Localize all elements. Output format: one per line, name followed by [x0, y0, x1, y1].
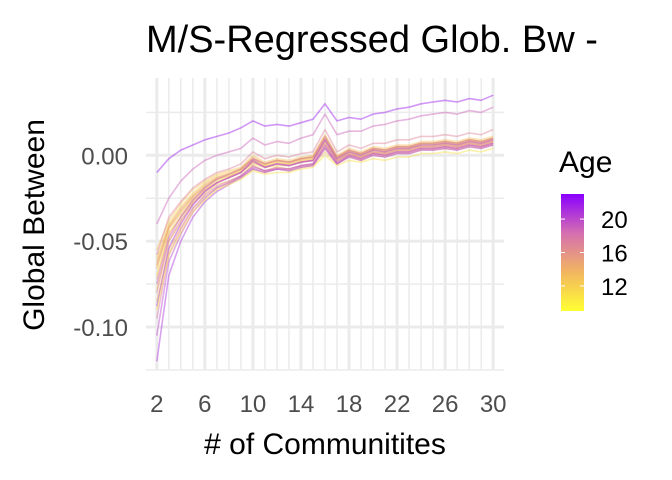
series-line-2	[156, 137, 494, 259]
series-line-0	[156, 139, 494, 268]
x-tick-labels: 2 6 10 14 18 22 26 30	[150, 391, 506, 418]
legend-tick-label: 16	[601, 241, 628, 268]
series-line-7	[156, 140, 494, 280]
series-line-14	[156, 94, 494, 174]
x-tick-label: 10	[240, 391, 267, 418]
y-tick-label: -0.10	[73, 315, 128, 342]
legend-tick-label: 12	[601, 274, 628, 301]
y-tick-labels: 0.00 -0.05 -0.10	[73, 143, 128, 342]
series-line-11	[156, 135, 494, 285]
series-line-6	[156, 139, 494, 269]
x-axis-label: # of Communitites	[204, 428, 446, 461]
y-tick-label: 0.00	[81, 143, 128, 170]
legend-title: Age	[559, 146, 612, 179]
x-tick-label: 30	[480, 391, 507, 418]
x-tick-label: 6	[198, 391, 211, 418]
x-tick-label: 26	[432, 391, 459, 418]
series-line-18	[156, 128, 494, 256]
series-line-10	[156, 142, 494, 319]
series-line-13	[156, 139, 494, 307]
x-tick-label: 18	[336, 391, 363, 418]
series-line-16	[156, 106, 494, 225]
y-tick-label: -0.05	[73, 229, 128, 256]
series-line-1	[156, 140, 494, 276]
x-tick-label: 22	[384, 391, 411, 418]
series-line-8	[156, 137, 494, 266]
series-line-3	[156, 142, 494, 290]
legend-ticks: 20 16 12	[561, 207, 628, 301]
series-line-17	[156, 147, 494, 311]
series-line-5	[156, 144, 494, 302]
series-line-19	[156, 135, 494, 263]
x-tick-label: 2	[150, 391, 163, 418]
y-axis-label: Global Between	[18, 119, 51, 331]
legend: Age 20 16 12	[559, 146, 628, 311]
data-lines	[156, 94, 494, 362]
series-line-4	[156, 133, 494, 251]
grid-major	[146, 78, 504, 370]
series-line-12	[156, 142, 494, 336]
legend-tick-label: 20	[601, 207, 628, 234]
series-line-15	[156, 144, 494, 362]
x-tick-label: 14	[288, 391, 315, 418]
series-line-9	[156, 140, 494, 293]
colorbar	[561, 194, 584, 311]
chart-title: M/S-Regressed Glob. Bw -	[146, 19, 598, 61]
